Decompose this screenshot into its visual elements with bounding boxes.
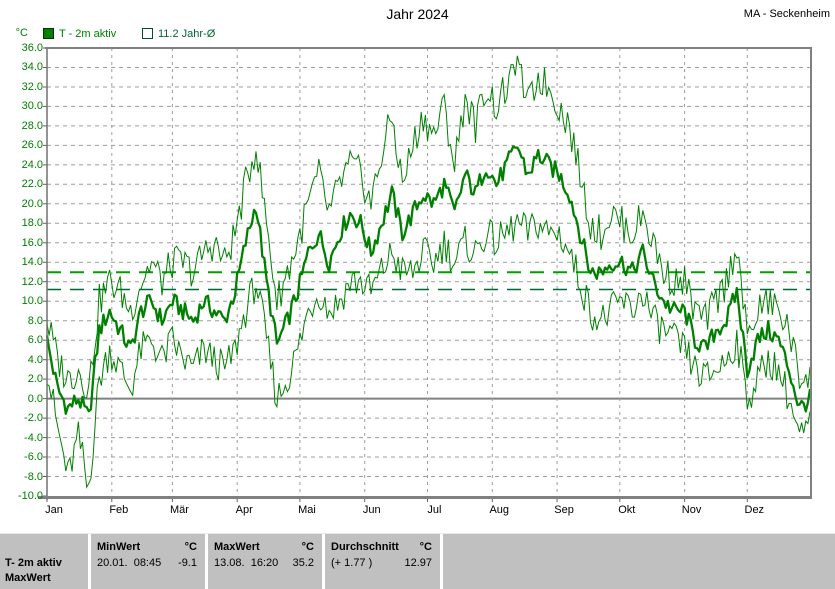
maxwert-panel: MaxWert °C 13.08. 16:20 35.2 bbox=[208, 534, 322, 589]
legend-item-average: 11.2 Jahr-Ø bbox=[142, 27, 215, 40]
month-label: Jan bbox=[45, 504, 63, 516]
y-tick-label: 22.0 bbox=[21, 178, 43, 191]
month-label: Okt bbox=[618, 504, 636, 516]
station-name: MA - Seckenheim bbox=[743, 8, 830, 20]
y-tick-label: 20.0 bbox=[21, 197, 43, 210]
month-label: Dez bbox=[744, 504, 765, 516]
y-tick-label: -2.0 bbox=[24, 412, 43, 425]
month-label: Jul bbox=[427, 504, 442, 516]
y-tick-label: 4.0 bbox=[27, 353, 43, 366]
month-label: Mai bbox=[298, 504, 316, 516]
chart-area: 36.0 34.0 32.0 30.0 28.0 26.0 24.0 22.0 20.0 18.0… bbox=[17, 42, 812, 516]
table-row-label-maxwert: MaxWert bbox=[5, 572, 51, 584]
y-tick-label: 0.0 bbox=[27, 392, 43, 405]
y-tick-label: 2.0 bbox=[27, 373, 43, 386]
y-tick-label: 24.0 bbox=[21, 158, 43, 171]
y-tick-label: 12.0 bbox=[21, 275, 43, 288]
month-label: Feb bbox=[109, 504, 129, 516]
y-tick-label: 16.0 bbox=[21, 236, 43, 249]
durchschnitt-anomaly: (+ 1.77 ) bbox=[331, 557, 373, 569]
minwert-unit: °C bbox=[184, 541, 197, 553]
y-tick-label: 30.0 bbox=[21, 100, 43, 113]
y-tick-label: -6.0 bbox=[24, 451, 43, 464]
minwert-header: MinWert bbox=[97, 541, 141, 553]
durchschnitt-unit: °C bbox=[419, 541, 432, 553]
y-tick-label: 10.0 bbox=[21, 295, 43, 308]
month-label: Apr bbox=[235, 504, 253, 516]
y-tick-label: -4.0 bbox=[24, 431, 43, 444]
y-tick-label: 32.0 bbox=[21, 80, 43, 93]
month-label: Nov bbox=[681, 504, 702, 516]
page-title: Jahr 2024 bbox=[386, 6, 449, 22]
y-tick-label: 6.0 bbox=[27, 334, 43, 347]
legend-average-label: 11.2 Jahr-Ø bbox=[158, 27, 216, 40]
table-separator bbox=[88, 534, 91, 589]
legend-item-active: T - 2m aktiv bbox=[43, 27, 116, 40]
y-tick-label: 28.0 bbox=[21, 119, 43, 132]
month-label: Aug bbox=[489, 504, 510, 516]
minwert-datetime: 20.01. 08:45 bbox=[97, 557, 162, 569]
minwert-value: -9.1 bbox=[178, 557, 197, 569]
y-tick-label: 26.0 bbox=[21, 139, 43, 152]
y-tick-label: 36.0 bbox=[21, 42, 43, 54]
minwert-panel: MinWert °C 20.01. 08:45 -9.1 bbox=[91, 534, 205, 589]
maxwert-header: MaxWert bbox=[214, 541, 260, 553]
chart-canvas bbox=[38, 47, 812, 502]
maxwert-unit: °C bbox=[301, 541, 314, 553]
y-tick-label: 18.0 bbox=[21, 217, 43, 230]
outline-square-icon bbox=[142, 28, 153, 39]
y-tick-label: 34.0 bbox=[21, 61, 43, 74]
table-separator bbox=[322, 534, 325, 589]
table-separator bbox=[440, 534, 443, 589]
y-tick-label: 8.0 bbox=[27, 314, 43, 327]
y-tick-label: 14.0 bbox=[21, 256, 43, 269]
filled-square-icon bbox=[43, 28, 54, 39]
table-separator bbox=[205, 534, 208, 589]
durchschnitt-value: 12.97 bbox=[404, 557, 432, 569]
month-label: Sep bbox=[554, 504, 574, 516]
legend-active-label: T - 2m aktiv bbox=[59, 27, 117, 40]
month-label: Jun bbox=[362, 504, 381, 516]
table-row-label-series: T- 2m aktiv bbox=[5, 557, 62, 569]
durchschnitt-header: Durchschnitt bbox=[331, 541, 399, 553]
month-label: Mär bbox=[169, 504, 189, 516]
y-axis-unit: °C bbox=[15, 27, 28, 39]
durchschnitt-panel: Durchschnitt °C (+ 1.77 ) 12.97 bbox=[325, 534, 440, 589]
stats-table: T- 2m aktiv MaxWert MinWert °C 20.01. 08… bbox=[0, 533, 835, 589]
y-tick-label: -8.0 bbox=[24, 470, 43, 483]
maxwert-value: 35.2 bbox=[292, 557, 314, 569]
y-tick-label: -10.0 bbox=[17, 490, 43, 502]
maxwert-datetime: 13.08. 16:20 bbox=[214, 557, 279, 569]
